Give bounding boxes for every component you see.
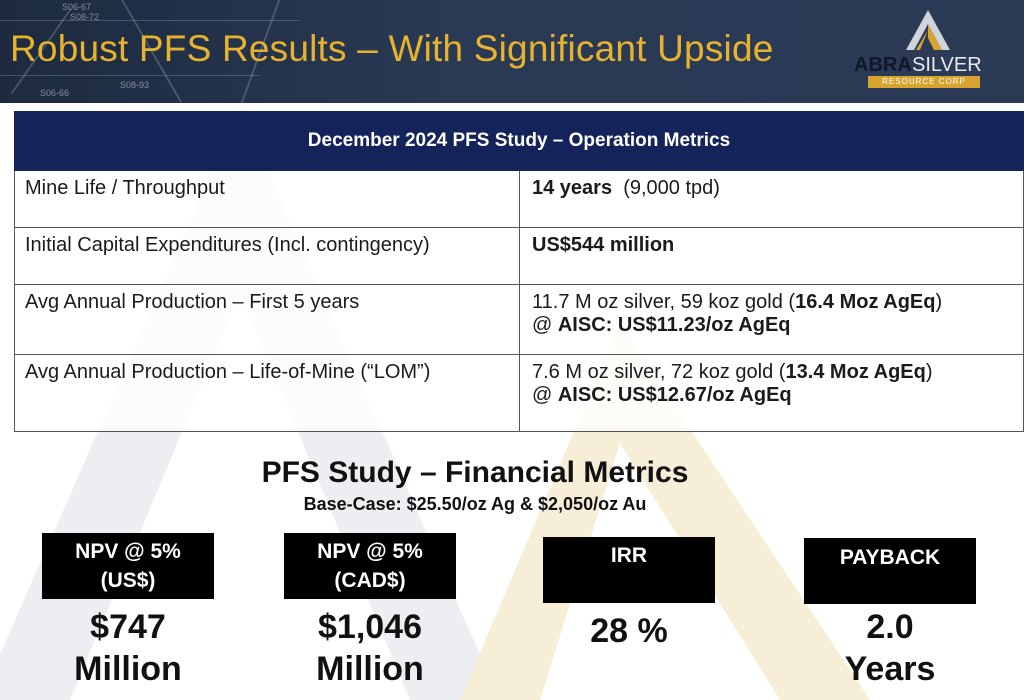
metric-value-line: Years	[844, 650, 936, 688]
row-label: Mine Life / Throughput	[14, 170, 520, 228]
metric-label-line: NPV @ 5%	[75, 540, 181, 563]
metric-label-npv-usd: NPV @ 5% (US$)	[42, 533, 214, 599]
metric-label-line: NPV @ 5%	[317, 540, 423, 563]
metric-label-line: (CAD$)	[334, 569, 406, 592]
table-row: Initial Capital Expenditures (Incl. cont…	[14, 227, 1024, 285]
table-header: December 2024 PFS Study – Operation Metr…	[14, 111, 1024, 171]
map-label: S08-93	[120, 80, 150, 90]
metric-value-payback: 2.0 Years	[804, 606, 976, 690]
metric-label-npv-cad: NPV @ 5% (CAD$)	[284, 533, 456, 599]
map-line	[0, 20, 300, 21]
slide-header: S06-67 S08-72 S06-66 S08-93 Robust PFS R…	[0, 0, 1024, 103]
logo-word-abra: ABRA	[854, 54, 912, 76]
value-rest: (9,000 tpd)	[623, 177, 720, 199]
metric-label-irr: IRR	[543, 537, 715, 603]
map-line	[0, 75, 260, 76]
value-plain: 7.6 M oz silver, 72 koz gold (	[532, 361, 786, 383]
row-value: US$544 million	[519, 227, 1024, 285]
row-label: Initial Capital Expenditures (Incl. cont…	[14, 227, 520, 285]
value-plain: 11.7 M oz silver, 59 koz gold (	[532, 291, 796, 313]
row-value: 14 years (9,000 tpd)	[519, 170, 1024, 228]
row-value: 11.7 M oz silver, 59 koz gold (16.4 Moz …	[519, 284, 1024, 355]
metric-label-line: (US$)	[100, 569, 156, 592]
metric-value-line: $1,046	[318, 608, 422, 646]
metric-value-line: Million	[74, 650, 182, 688]
operation-metrics-table: December 2024 PFS Study – Operation Metr…	[14, 111, 1024, 432]
logo-mark-icon	[906, 10, 950, 50]
table-row: Avg Annual Production – First 5 years 11…	[14, 284, 1024, 355]
logo-tagline: RESOURCE CORP	[868, 76, 980, 88]
row-label: Avg Annual Production – First 5 years	[14, 284, 520, 355]
aisc-prefix: @	[532, 314, 558, 336]
value-bold: 16.4 Moz AgEq	[795, 291, 936, 313]
financial-subtitle: Base-Case: $25.50/oz Ag & $2,050/oz Au	[303, 494, 647, 514]
financial-title: PFS Study – Financial Metrics	[261, 456, 689, 489]
metric-value-line: 2.0	[866, 608, 914, 646]
map-label: S06-66	[40, 88, 70, 98]
metric-label-line: PAYBACK	[839, 546, 941, 569]
metric-value-npv-cad: $1,046 Million	[274, 606, 466, 690]
value-close: )	[935, 291, 943, 313]
slide-title: Robust PFS Results – With Significant Up…	[10, 28, 774, 69]
logo-word-silver: SILVER	[912, 54, 982, 76]
metric-value-line: 28 %	[590, 612, 668, 650]
value-bold: 14 years	[532, 177, 613, 199]
metric-label-payback: PAYBACK	[804, 538, 976, 604]
value-bold: US$544 million	[532, 234, 675, 256]
metric-value-line: Million	[316, 650, 424, 688]
metric-value-npv-usd: $747 Million	[42, 606, 214, 690]
value-close: )	[925, 361, 933, 383]
aisc-value: AISC: US$12.67/oz AgEq	[557, 384, 792, 406]
table-row: Mine Life / Throughput 14 years (9,000 t…	[14, 170, 1024, 228]
aisc-prefix: @	[532, 384, 558, 406]
row-value: 7.6 M oz silver, 72 koz gold (13.4 Moz A…	[519, 354, 1024, 432]
map-label: S08-72	[70, 12, 100, 22]
aisc-value: AISC: US$11.23/oz AgEq	[557, 314, 791, 336]
row-label: Avg Annual Production – Life-of-Mine (“L…	[14, 354, 520, 432]
map-label: S06-67	[62, 2, 92, 12]
metric-value-irr: 28 %	[543, 610, 715, 652]
metric-label-line: IRR	[610, 544, 648, 567]
metric-value-line: $747	[90, 608, 166, 646]
company-logo: ABRA SILVER RESOURCE CORP	[850, 8, 1010, 88]
value-bold: 13.4 Moz AgEq	[785, 361, 926, 383]
table-row: Avg Annual Production – Life-of-Mine (“L…	[14, 354, 1024, 432]
